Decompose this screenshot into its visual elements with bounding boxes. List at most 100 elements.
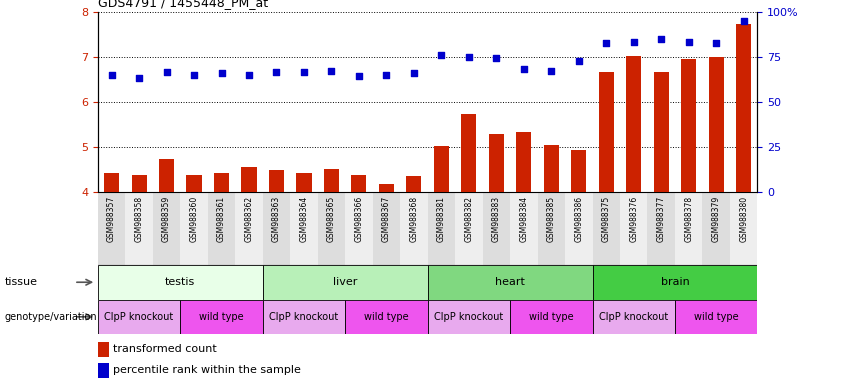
Bar — [324, 169, 339, 192]
Bar — [702, 192, 730, 265]
Bar — [159, 159, 174, 192]
Bar — [104, 173, 119, 192]
Text: genotype/variation: genotype/variation — [4, 312, 97, 322]
Point — [352, 73, 366, 79]
Bar — [455, 192, 483, 265]
Text: GSM988363: GSM988363 — [272, 196, 281, 242]
Bar — [654, 73, 669, 192]
Bar — [681, 59, 696, 192]
Bar — [317, 192, 346, 265]
Text: brain: brain — [660, 277, 689, 287]
Text: GSM988357: GSM988357 — [107, 196, 116, 242]
Text: GSM988366: GSM988366 — [354, 196, 363, 242]
Bar — [400, 192, 427, 265]
Point — [710, 40, 723, 46]
Text: GSM988361: GSM988361 — [217, 196, 226, 242]
Point — [297, 70, 311, 76]
Bar — [153, 192, 180, 265]
Text: GSM988359: GSM988359 — [162, 196, 171, 242]
Text: ClpP knockout: ClpP knockout — [434, 312, 504, 322]
Bar — [510, 300, 592, 334]
Text: wild type: wild type — [364, 312, 408, 322]
Point — [105, 71, 118, 78]
Text: GSM988367: GSM988367 — [382, 196, 391, 242]
Text: GSM988380: GSM988380 — [740, 196, 748, 242]
Point — [160, 70, 174, 76]
Point — [407, 70, 420, 76]
Text: testis: testis — [165, 277, 196, 287]
Bar — [132, 175, 146, 192]
Text: GSM988365: GSM988365 — [327, 196, 336, 242]
Bar — [373, 192, 400, 265]
Text: transformed count: transformed count — [112, 344, 216, 354]
Bar — [98, 300, 180, 334]
Text: wild type: wild type — [199, 312, 244, 322]
Text: GSM988385: GSM988385 — [547, 196, 556, 242]
Bar — [346, 300, 427, 334]
Bar — [214, 173, 229, 192]
Bar — [406, 176, 421, 192]
Text: GSM988364: GSM988364 — [300, 196, 308, 242]
Text: GDS4791 / 1455448_PM_at: GDS4791 / 1455448_PM_at — [98, 0, 268, 9]
Bar — [709, 56, 723, 192]
Text: GSM988376: GSM988376 — [629, 196, 638, 242]
Point — [243, 71, 256, 78]
Text: GSM988384: GSM988384 — [519, 196, 528, 242]
Bar — [98, 363, 109, 378]
Text: GSM988378: GSM988378 — [684, 196, 694, 242]
Point — [545, 68, 558, 74]
Text: GSM988377: GSM988377 — [657, 196, 665, 242]
Bar — [483, 192, 510, 265]
Point — [132, 75, 146, 81]
Point — [627, 39, 641, 45]
Bar — [434, 146, 449, 192]
Text: GSM988362: GSM988362 — [244, 196, 254, 242]
Point — [435, 52, 448, 58]
Bar — [599, 71, 614, 192]
Point — [187, 71, 201, 78]
Text: wild type: wild type — [529, 312, 574, 322]
Bar — [263, 265, 427, 300]
Bar — [427, 192, 455, 265]
Bar — [180, 192, 208, 265]
Bar — [730, 192, 757, 265]
Point — [682, 39, 695, 45]
Bar — [180, 300, 263, 334]
Bar — [269, 170, 284, 192]
Bar — [208, 192, 235, 265]
Bar — [379, 184, 394, 192]
Bar — [235, 192, 263, 265]
Bar — [510, 192, 538, 265]
Bar — [538, 192, 565, 265]
Text: GSM988381: GSM988381 — [437, 196, 446, 242]
Text: ClpP knockout: ClpP knockout — [599, 312, 668, 322]
Text: heart: heart — [495, 277, 525, 287]
Bar — [98, 265, 263, 300]
Bar — [592, 265, 757, 300]
Text: GSM988368: GSM988368 — [409, 196, 419, 242]
Bar — [592, 192, 620, 265]
Text: GSM988379: GSM988379 — [711, 196, 721, 242]
Bar — [675, 192, 702, 265]
Bar — [242, 167, 256, 192]
Bar — [296, 173, 311, 192]
Text: GSM988383: GSM988383 — [492, 196, 501, 242]
Text: percentile rank within the sample: percentile rank within the sample — [112, 366, 300, 376]
Point — [737, 18, 751, 25]
Bar — [461, 114, 477, 192]
Text: tissue: tissue — [4, 277, 37, 287]
Bar — [186, 175, 202, 192]
Point — [324, 68, 338, 74]
Bar — [125, 192, 153, 265]
Point — [654, 36, 668, 43]
Bar — [626, 56, 642, 192]
Point — [599, 40, 613, 46]
Text: GSM988382: GSM988382 — [465, 196, 473, 242]
Point — [517, 66, 531, 72]
Text: GSM988360: GSM988360 — [190, 196, 198, 242]
Bar — [648, 192, 675, 265]
Point — [572, 58, 585, 64]
Bar — [427, 265, 592, 300]
Text: ClpP knockout: ClpP knockout — [105, 312, 174, 322]
Text: GSM988375: GSM988375 — [602, 196, 611, 242]
